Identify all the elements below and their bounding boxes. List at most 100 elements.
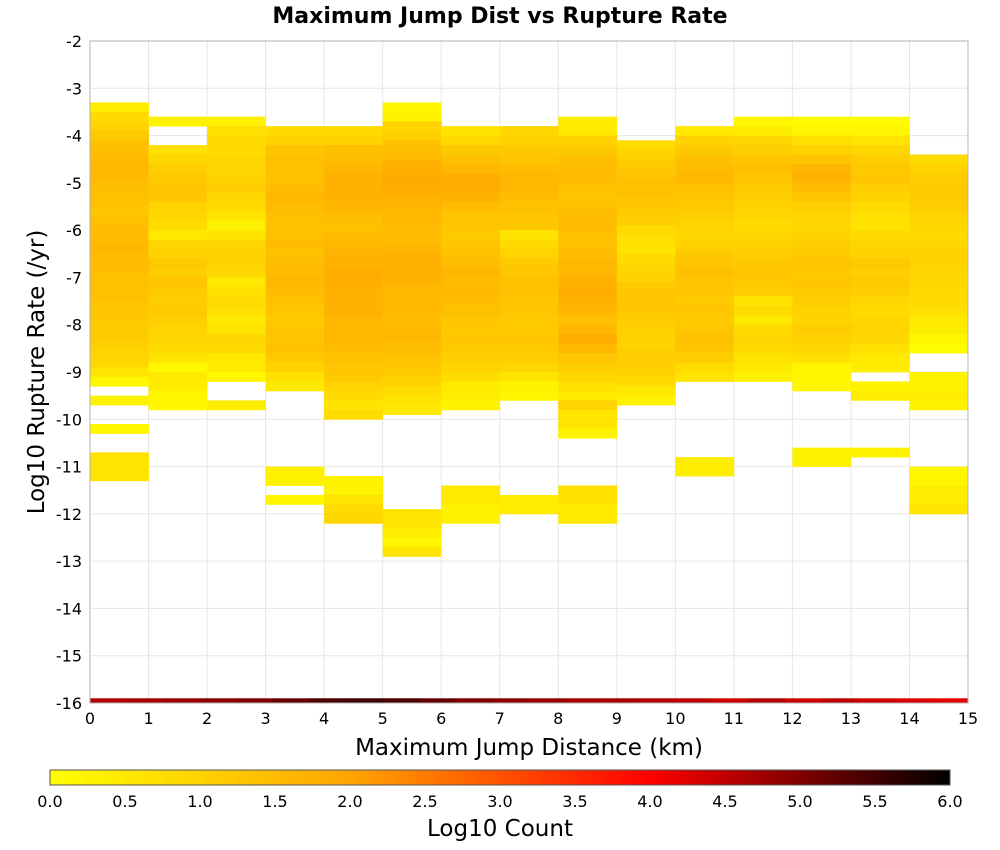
heatmap-cell <box>324 145 384 155</box>
colorbar-tick-label: 2.5 <box>412 792 437 811</box>
heatmap-cell <box>792 211 852 222</box>
heatmap-cell <box>265 230 325 240</box>
heatmap-cell <box>850 286 910 297</box>
heatmap-cell <box>675 201 735 212</box>
baseline-cell <box>419 698 457 703</box>
heatmap-cell <box>558 135 618 146</box>
heatmap-cell <box>265 258 325 269</box>
heatmap-cell <box>558 428 618 439</box>
heatmap-cell <box>441 201 501 212</box>
heatmap-cell <box>148 258 208 269</box>
heatmap-cell <box>558 220 618 231</box>
heatmap-cell <box>558 372 618 382</box>
heatmap-cell <box>207 324 266 335</box>
heatmap-cell <box>792 173 852 184</box>
heatmap-cell <box>792 192 852 203</box>
heatmap-cell <box>558 504 618 515</box>
heatmap-cell <box>909 494 969 505</box>
heatmap-cell <box>499 353 559 363</box>
heatmap-cell <box>733 126 793 136</box>
heatmap-cell <box>616 282 676 293</box>
heatmap-cell <box>324 154 384 165</box>
heatmap-cell <box>733 249 793 259</box>
heatmap-cell <box>324 220 384 231</box>
heatmap-cell <box>441 220 501 231</box>
heatmap-cell <box>616 348 676 359</box>
heatmap-cell <box>733 163 793 174</box>
y-tick-label: -10 <box>56 410 82 429</box>
heatmap-cell <box>382 329 442 340</box>
heatmap-cell <box>324 409 384 420</box>
heatmap-cell <box>792 135 852 146</box>
heatmap-cell <box>733 239 793 250</box>
heatmap-cell <box>382 509 442 519</box>
heatmap-cell <box>733 154 793 165</box>
heatmap-cell <box>441 305 501 316</box>
heatmap-cell <box>382 518 442 529</box>
baseline-cell <box>90 698 128 703</box>
heatmap-cell <box>616 159 676 170</box>
heatmap-cell <box>265 343 325 354</box>
heatmap-cell <box>850 362 910 373</box>
heatmap-cell <box>499 305 559 316</box>
heatmap-cell <box>850 315 910 326</box>
heatmap-cell <box>850 182 910 193</box>
heatmap-cell <box>909 324 969 335</box>
heatmap-cell <box>616 301 676 311</box>
heatmap-cell <box>909 400 969 411</box>
heatmap-cell <box>850 258 910 269</box>
heatmap-cell <box>499 220 559 231</box>
heatmap-cell <box>792 220 852 231</box>
heatmap-cell <box>148 286 208 297</box>
heatmap-cell <box>850 173 910 184</box>
heatmap-cell <box>207 353 266 363</box>
heatmap-cell <box>382 253 442 264</box>
heatmap-cell <box>441 372 501 382</box>
heatmap-cell <box>909 296 969 307</box>
heatmap-cell <box>148 315 208 326</box>
heatmap-cell <box>616 291 676 302</box>
heatmap-cell <box>909 154 969 165</box>
heatmap-cell <box>850 201 910 212</box>
heatmap-cell <box>148 372 208 382</box>
heatmap-cell <box>382 319 442 330</box>
y-tick-label: -5 <box>66 174 82 193</box>
heatmap-cell <box>616 168 676 179</box>
heatmap-cell <box>909 230 969 240</box>
heatmap-cell <box>265 220 325 231</box>
heatmap-cell <box>324 173 384 184</box>
heatmap-cell <box>382 282 442 293</box>
baseline-cell <box>602 698 640 703</box>
heatmap-cell <box>850 447 910 458</box>
heatmap-cell <box>441 334 501 345</box>
heatmap-cell <box>558 230 618 240</box>
heatmap-cell <box>733 277 793 288</box>
heatmap-cell <box>909 220 969 231</box>
heatmap-cell <box>675 324 735 335</box>
heatmap-cell <box>909 485 969 496</box>
heatmap-cell <box>90 178 149 188</box>
heatmap-cell <box>909 192 969 203</box>
heatmap-cell <box>324 277 384 288</box>
heatmap-cell <box>616 367 676 378</box>
heatmap-cell <box>675 135 735 146</box>
heatmap-cell <box>850 211 910 222</box>
heatmap-cell <box>207 163 266 174</box>
heatmap-cell <box>148 230 208 240</box>
heatmap-cell <box>382 376 442 387</box>
heatmap-cell <box>382 102 442 113</box>
heatmap-cell <box>265 494 325 505</box>
heatmap-cell <box>792 201 852 212</box>
heatmap-cell <box>616 386 676 397</box>
heatmap-cell <box>324 362 384 373</box>
heatmap-cell <box>733 305 793 316</box>
heatmap-cell <box>90 140 149 151</box>
heatmap-cell <box>558 173 618 184</box>
heatmap-cell <box>733 116 793 127</box>
colorbar-tick-label: 3.5 <box>562 792 587 811</box>
heatmap-cell <box>499 343 559 354</box>
baseline-cell <box>455 698 493 703</box>
heatmap-cell <box>499 135 559 146</box>
heatmap-cell <box>792 145 852 155</box>
heatmap-cell <box>148 400 208 411</box>
